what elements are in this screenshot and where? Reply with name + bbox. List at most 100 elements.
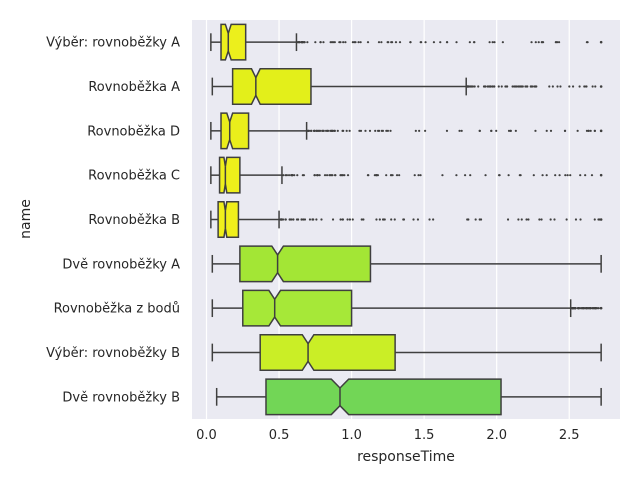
outlier-point (593, 218, 596, 221)
outlier-point (341, 218, 345, 221)
outlier-point (559, 85, 562, 88)
outlier-point (357, 41, 360, 44)
y-tick-label: Dvě rovnoběžky B (62, 390, 180, 405)
outlier-point (303, 218, 307, 221)
outlier-point (417, 174, 420, 177)
outlier-point (474, 218, 477, 221)
outlier-point (312, 218, 315, 221)
box-body (220, 23, 247, 61)
outliers (466, 85, 603, 88)
x-tick-label: 0.0 (196, 428, 217, 443)
outlier-point (331, 129, 334, 132)
outlier-point (566, 174, 569, 177)
outlier-point (290, 218, 293, 221)
outlier-point (579, 174, 582, 177)
outlier-point (346, 218, 349, 221)
outlier-point (455, 41, 458, 44)
outlier-point (341, 174, 344, 177)
outlier-point (571, 85, 575, 88)
outlier-point (541, 174, 544, 177)
outlier-point (525, 218, 528, 221)
y-tick-label: Rovnoběžka z bodů (54, 302, 180, 317)
outlier-point (558, 174, 561, 177)
outlier-point (296, 174, 299, 177)
outlier-point (584, 174, 587, 177)
x-tick-label: 1.0 (341, 428, 362, 443)
outlier-point (530, 41, 533, 44)
outlier-point (366, 41, 370, 44)
outlier-point (568, 85, 571, 88)
outlier-point (582, 307, 586, 310)
outlier-point (368, 129, 372, 132)
outlier-point (594, 307, 597, 310)
outlier-point (348, 129, 351, 132)
box (210, 201, 603, 238)
outlier-point (527, 218, 530, 221)
outlier-point (316, 174, 319, 177)
y-tick-label: Dvě rovnoběžky A (62, 257, 180, 272)
outlier-point (477, 85, 480, 88)
outliers (282, 173, 603, 177)
outlier-point (468, 41, 471, 44)
outlier-point (336, 129, 339, 132)
outlier-point (378, 218, 381, 221)
outlier-point (419, 174, 422, 177)
outlier-point (491, 41, 494, 44)
outlier-point (460, 129, 463, 132)
outlier-point (599, 40, 603, 44)
outlier-point (323, 174, 327, 177)
outlier-point (577, 307, 580, 310)
outlier-point (390, 218, 393, 221)
outlier-point (484, 85, 487, 88)
y-tick-labels: Výběr: rovnoběžky A Rovnoběžka A Rovnoběžk… (46, 36, 180, 406)
outlier-point (576, 129, 579, 132)
outlier-point (385, 174, 388, 177)
y-tick-label: Rovnoběžka B (88, 213, 180, 228)
outlier-point (585, 41, 589, 44)
y-tick-label: Rovnoběžka A (88, 80, 180, 95)
outlier-point (385, 129, 388, 132)
outlier-point (380, 41, 383, 44)
outlier-point (484, 174, 487, 177)
box-body (217, 201, 240, 238)
outlier-point (302, 174, 306, 177)
outlier-point (597, 307, 600, 310)
outlier-point (319, 41, 322, 44)
outlier-point (333, 41, 336, 44)
outlier-point (302, 218, 305, 221)
outlier-point (507, 174, 510, 177)
outlier-point (486, 85, 489, 88)
outlier-point (463, 174, 467, 177)
outlier-point (394, 41, 398, 44)
box-body (239, 245, 372, 283)
outlier-point (565, 218, 568, 221)
outlier-point (326, 129, 330, 132)
outlier-point (472, 41, 476, 44)
outlier-point (599, 173, 603, 177)
outlier-point (342, 41, 345, 44)
outlier-point (339, 218, 342, 221)
y-tick-label: Výběr: rovnoběžky A (46, 36, 180, 51)
outlier-point (432, 41, 436, 44)
box-body (220, 112, 250, 150)
outlier-point (295, 218, 299, 221)
outlier-point (541, 41, 544, 44)
y-tick-label: Rovnoběžka C (88, 169, 180, 184)
outlier-point (280, 218, 283, 221)
outlier-point (416, 218, 420, 221)
outlier-point (594, 85, 597, 88)
outlier-point (409, 41, 412, 44)
outlier-point (466, 218, 469, 221)
y-axis-label: name (18, 199, 34, 239)
x-tick-labels: 0.0 0.5 1.0 1.5 2.0 2.5 (196, 428, 579, 443)
outlier-point (393, 218, 396, 221)
outlier-point (377, 41, 381, 44)
outlier-point (292, 218, 295, 221)
x-tick-label: 0.5 (269, 428, 290, 443)
outlier-point (571, 307, 575, 310)
outlier-point (386, 129, 390, 132)
outlier-point (439, 41, 442, 44)
outlier-point (412, 218, 415, 221)
outlier-point (506, 218, 510, 221)
outlier-point (591, 85, 594, 88)
